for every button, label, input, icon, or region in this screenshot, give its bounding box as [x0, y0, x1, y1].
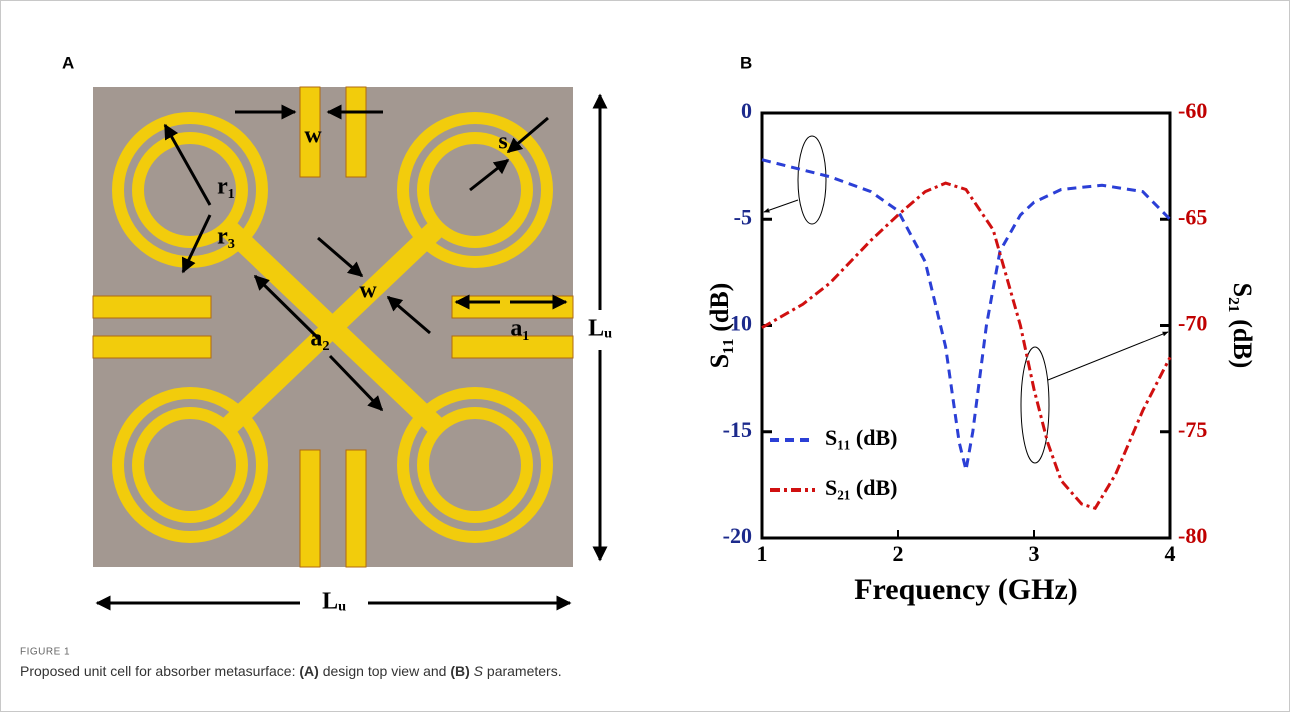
- annotation-ellipse: [1020, 346, 1050, 464]
- annotation-arrow: [1047, 331, 1169, 381]
- unit-cell: [92, 86, 608, 611]
- y2-tick-label: -60: [1178, 98, 1207, 123]
- dimension-label: a₁: [510, 316, 529, 342]
- dimension-label: Lᵤ: [588, 316, 612, 342]
- x-axis-label: Frequency (GHz): [854, 573, 1078, 606]
- caption-part: S: [474, 663, 484, 679]
- caption-part: (B): [450, 663, 469, 679]
- annotation-arrow: [763, 199, 799, 213]
- annotation-ellipse: [797, 135, 827, 225]
- chart: 1 2 3 4 0 -5 10 -15 -20 -60 -65 -70 -75 -80 Frequency …: [705, 98, 1257, 606]
- legend-label: S₂₁ (dB): [825, 475, 898, 500]
- y2-axis-label: S₂₁ (dB): [1228, 283, 1257, 369]
- caption-part: design top view and: [319, 663, 451, 679]
- caption-part: Proposed unit cell for absorber metasurf…: [20, 663, 299, 679]
- x-tick-label: 4: [1165, 541, 1176, 566]
- y-tick-label: 0: [741, 98, 752, 123]
- caption-part: parameters.: [483, 663, 562, 679]
- legend-label: S₁₁ (dB): [825, 425, 898, 450]
- y2-tick-label: -65: [1178, 204, 1207, 229]
- y2-tick-label: -70: [1178, 311, 1207, 336]
- panel-label: B: [740, 53, 752, 72]
- caption-part: (A): [299, 663, 318, 679]
- dimension-label: Lᵤ: [322, 589, 346, 615]
- y-tick-label: -15: [723, 417, 752, 442]
- dimension-label: w: [304, 123, 322, 149]
- dimension-label: r₁: [217, 174, 235, 200]
- series-line: [761, 181, 1172, 511]
- y-axis-label: S₁₁ (dB): [705, 283, 734, 369]
- panel-label: A: [62, 53, 74, 72]
- x-tick-label: 1: [757, 541, 768, 566]
- series-line: [761, 158, 1172, 471]
- x-tick-label: 3: [1029, 541, 1040, 566]
- dimension-label: a₂: [310, 326, 329, 352]
- y2-tick-label: -80: [1178, 523, 1207, 548]
- x-tick-label: 2: [893, 541, 904, 566]
- y-tick-label: -5: [734, 204, 752, 229]
- dimension-label: s: [498, 129, 507, 155]
- dimension-label: r₃: [217, 224, 235, 250]
- dimension-label: w: [359, 278, 377, 304]
- figure-number: FIGURE 1: [20, 647, 70, 658]
- y-tick-label: 10: [730, 311, 752, 336]
- caption: Proposed unit cell for absorber metasurf…: [20, 663, 562, 679]
- y2-tick-label: -75: [1178, 417, 1207, 442]
- y-tick-label: -20: [723, 523, 752, 548]
